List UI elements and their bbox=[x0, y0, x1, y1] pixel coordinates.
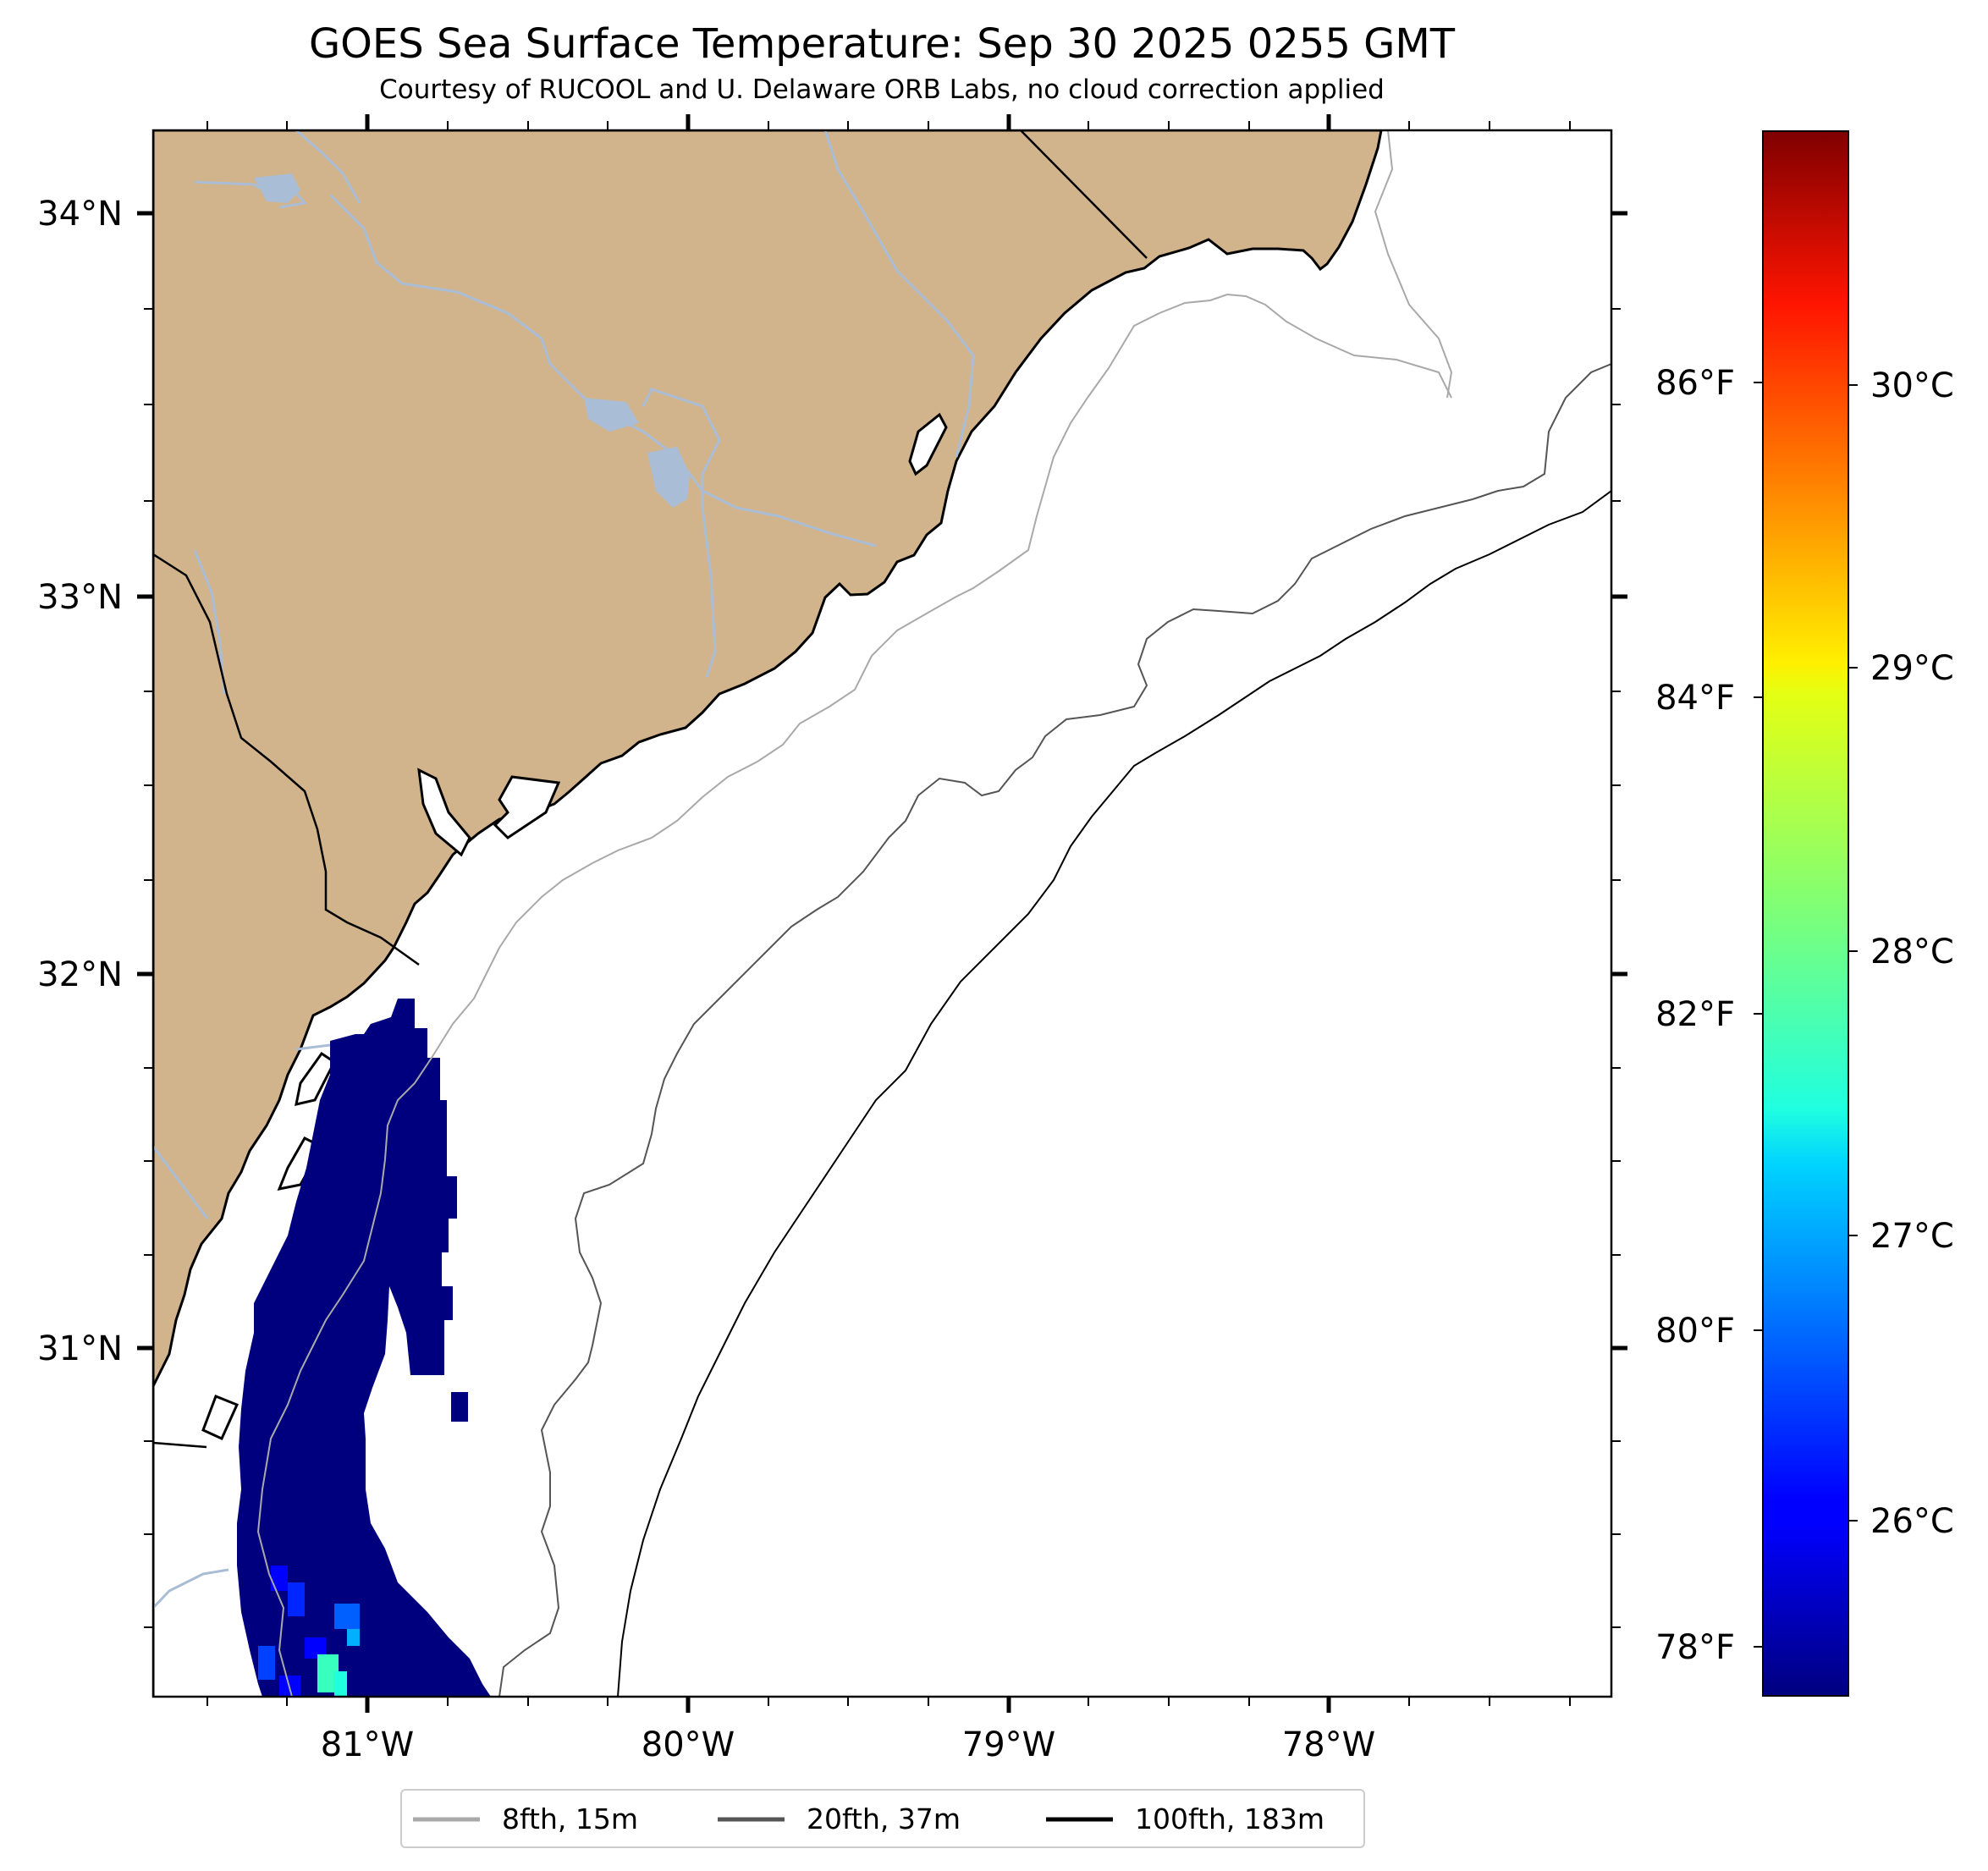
colorbar-fahrenheit-label: 84°F bbox=[1655, 679, 1735, 718]
isobath-20fth-37m bbox=[498, 363, 1611, 1697]
legend-box bbox=[400, 1789, 1365, 1848]
lon-tick-label: 80°W bbox=[642, 1725, 735, 1764]
map-title: GOES Sea Surface Temperature: Sep 30 202… bbox=[309, 20, 1456, 68]
lat-tick-label: 33°N bbox=[37, 578, 123, 617]
lat-tick-label: 32°N bbox=[37, 955, 123, 994]
lakes bbox=[254, 173, 690, 508]
legend-label-8fth: 8fth, 15m bbox=[502, 1802, 638, 1835]
map-panel bbox=[153, 130, 1611, 1697]
isobath-8fth-15m-north bbox=[1374, 130, 1453, 399]
lon-tick-label: 78°W bbox=[1282, 1725, 1375, 1764]
colorbar-ticks bbox=[1754, 382, 1858, 1648]
lon-tick-label: 79°W bbox=[962, 1725, 1055, 1764]
sst-data-patch bbox=[451, 1392, 468, 1422]
lat-tick-label: 31°N bbox=[37, 1329, 123, 1368]
map-frame bbox=[151, 129, 1613, 1698]
colorbar-fahrenheit-label: 80°F bbox=[1655, 1312, 1735, 1351]
legend-label-20fth: 20fth, 37m bbox=[807, 1802, 961, 1835]
isobath-8fth-15m bbox=[256, 293, 1452, 1697]
legend-label-100fth: 100fth, 183m bbox=[1135, 1802, 1324, 1835]
lat-tick-label: 34°N bbox=[37, 195, 123, 234]
sst-data-region bbox=[237, 999, 491, 1697]
isobath-legend: 8fth, 15m 20fth, 37m 100fth, 183m bbox=[400, 1789, 1365, 1848]
colorbar bbox=[1762, 130, 1849, 1697]
colorbar-celsius-label: 26°C bbox=[1870, 1502, 1954, 1541]
isobath-100fth-183m bbox=[617, 490, 1611, 1697]
rivers bbox=[153, 130, 975, 1610]
map-ticks bbox=[137, 114, 1627, 1713]
colorbar-celsius-label: 28°C bbox=[1870, 933, 1954, 971]
lon-tick-label: 81°W bbox=[321, 1725, 414, 1764]
state-borders bbox=[153, 130, 1148, 1449]
colorbar-celsius-label: 27°C bbox=[1870, 1217, 1954, 1256]
map-subtitle: Courtesy of RUCOOL and U. Delaware ORB L… bbox=[379, 74, 1385, 105]
colorbar-fahrenheit-label: 86°F bbox=[1655, 364, 1735, 403]
land-mass bbox=[153, 130, 1383, 1697]
colorbar-celsius-label: 29°C bbox=[1870, 649, 1954, 688]
colorbar-fahrenheit-label: 78°F bbox=[1655, 1628, 1735, 1667]
colorbar-celsius-label: 30°C bbox=[1870, 366, 1954, 405]
sst-warmer-pixels bbox=[258, 1566, 360, 1697]
colorbar-fahrenheit-label: 82°F bbox=[1655, 995, 1735, 1034]
